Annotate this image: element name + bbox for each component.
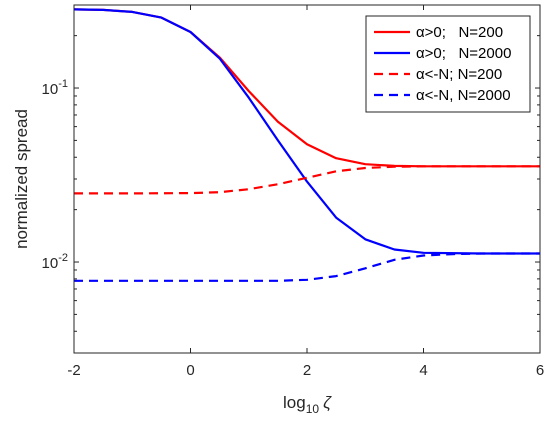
- series-line-2: [73, 8, 540, 255]
- series-layer: [73, 8, 540, 282]
- legend: α>0; N=200 α>0; N=2000 α<-N; N=200 α<-N, N=…: [365, 15, 531, 113]
- x-tick-label: 6: [536, 362, 544, 379]
- legend-label: α<-N, N=2000: [416, 87, 511, 104]
- legend-label: α>0; N=200: [416, 24, 503, 41]
- series-line-4: [74, 252, 540, 282]
- legend-label: α>0; N=2000: [416, 45, 511, 62]
- legend-label: α<-N; N=200: [416, 66, 502, 83]
- x-axis-title-base: log: [283, 393, 306, 412]
- series-line-3: [74, 165, 540, 195]
- y-tick-label: 10-1: [42, 78, 68, 98]
- x-tick-label: 4: [419, 362, 427, 379]
- x-axis-title-subscript: 10: [306, 402, 320, 416]
- y-tick-label: 10-2: [42, 252, 68, 272]
- tick-layer: -2 0 2 4 6 10-1 10-2: [42, 4, 544, 379]
- x-tick-label: 0: [186, 362, 194, 379]
- x-tick-label: -2: [67, 362, 80, 379]
- x-tick-label: 2: [303, 362, 311, 379]
- y-axis-title: normalized spread: [12, 109, 31, 249]
- x-axis-title: log10 ζ: [283, 393, 332, 416]
- x-axis-title-symbol: ζ: [323, 393, 332, 412]
